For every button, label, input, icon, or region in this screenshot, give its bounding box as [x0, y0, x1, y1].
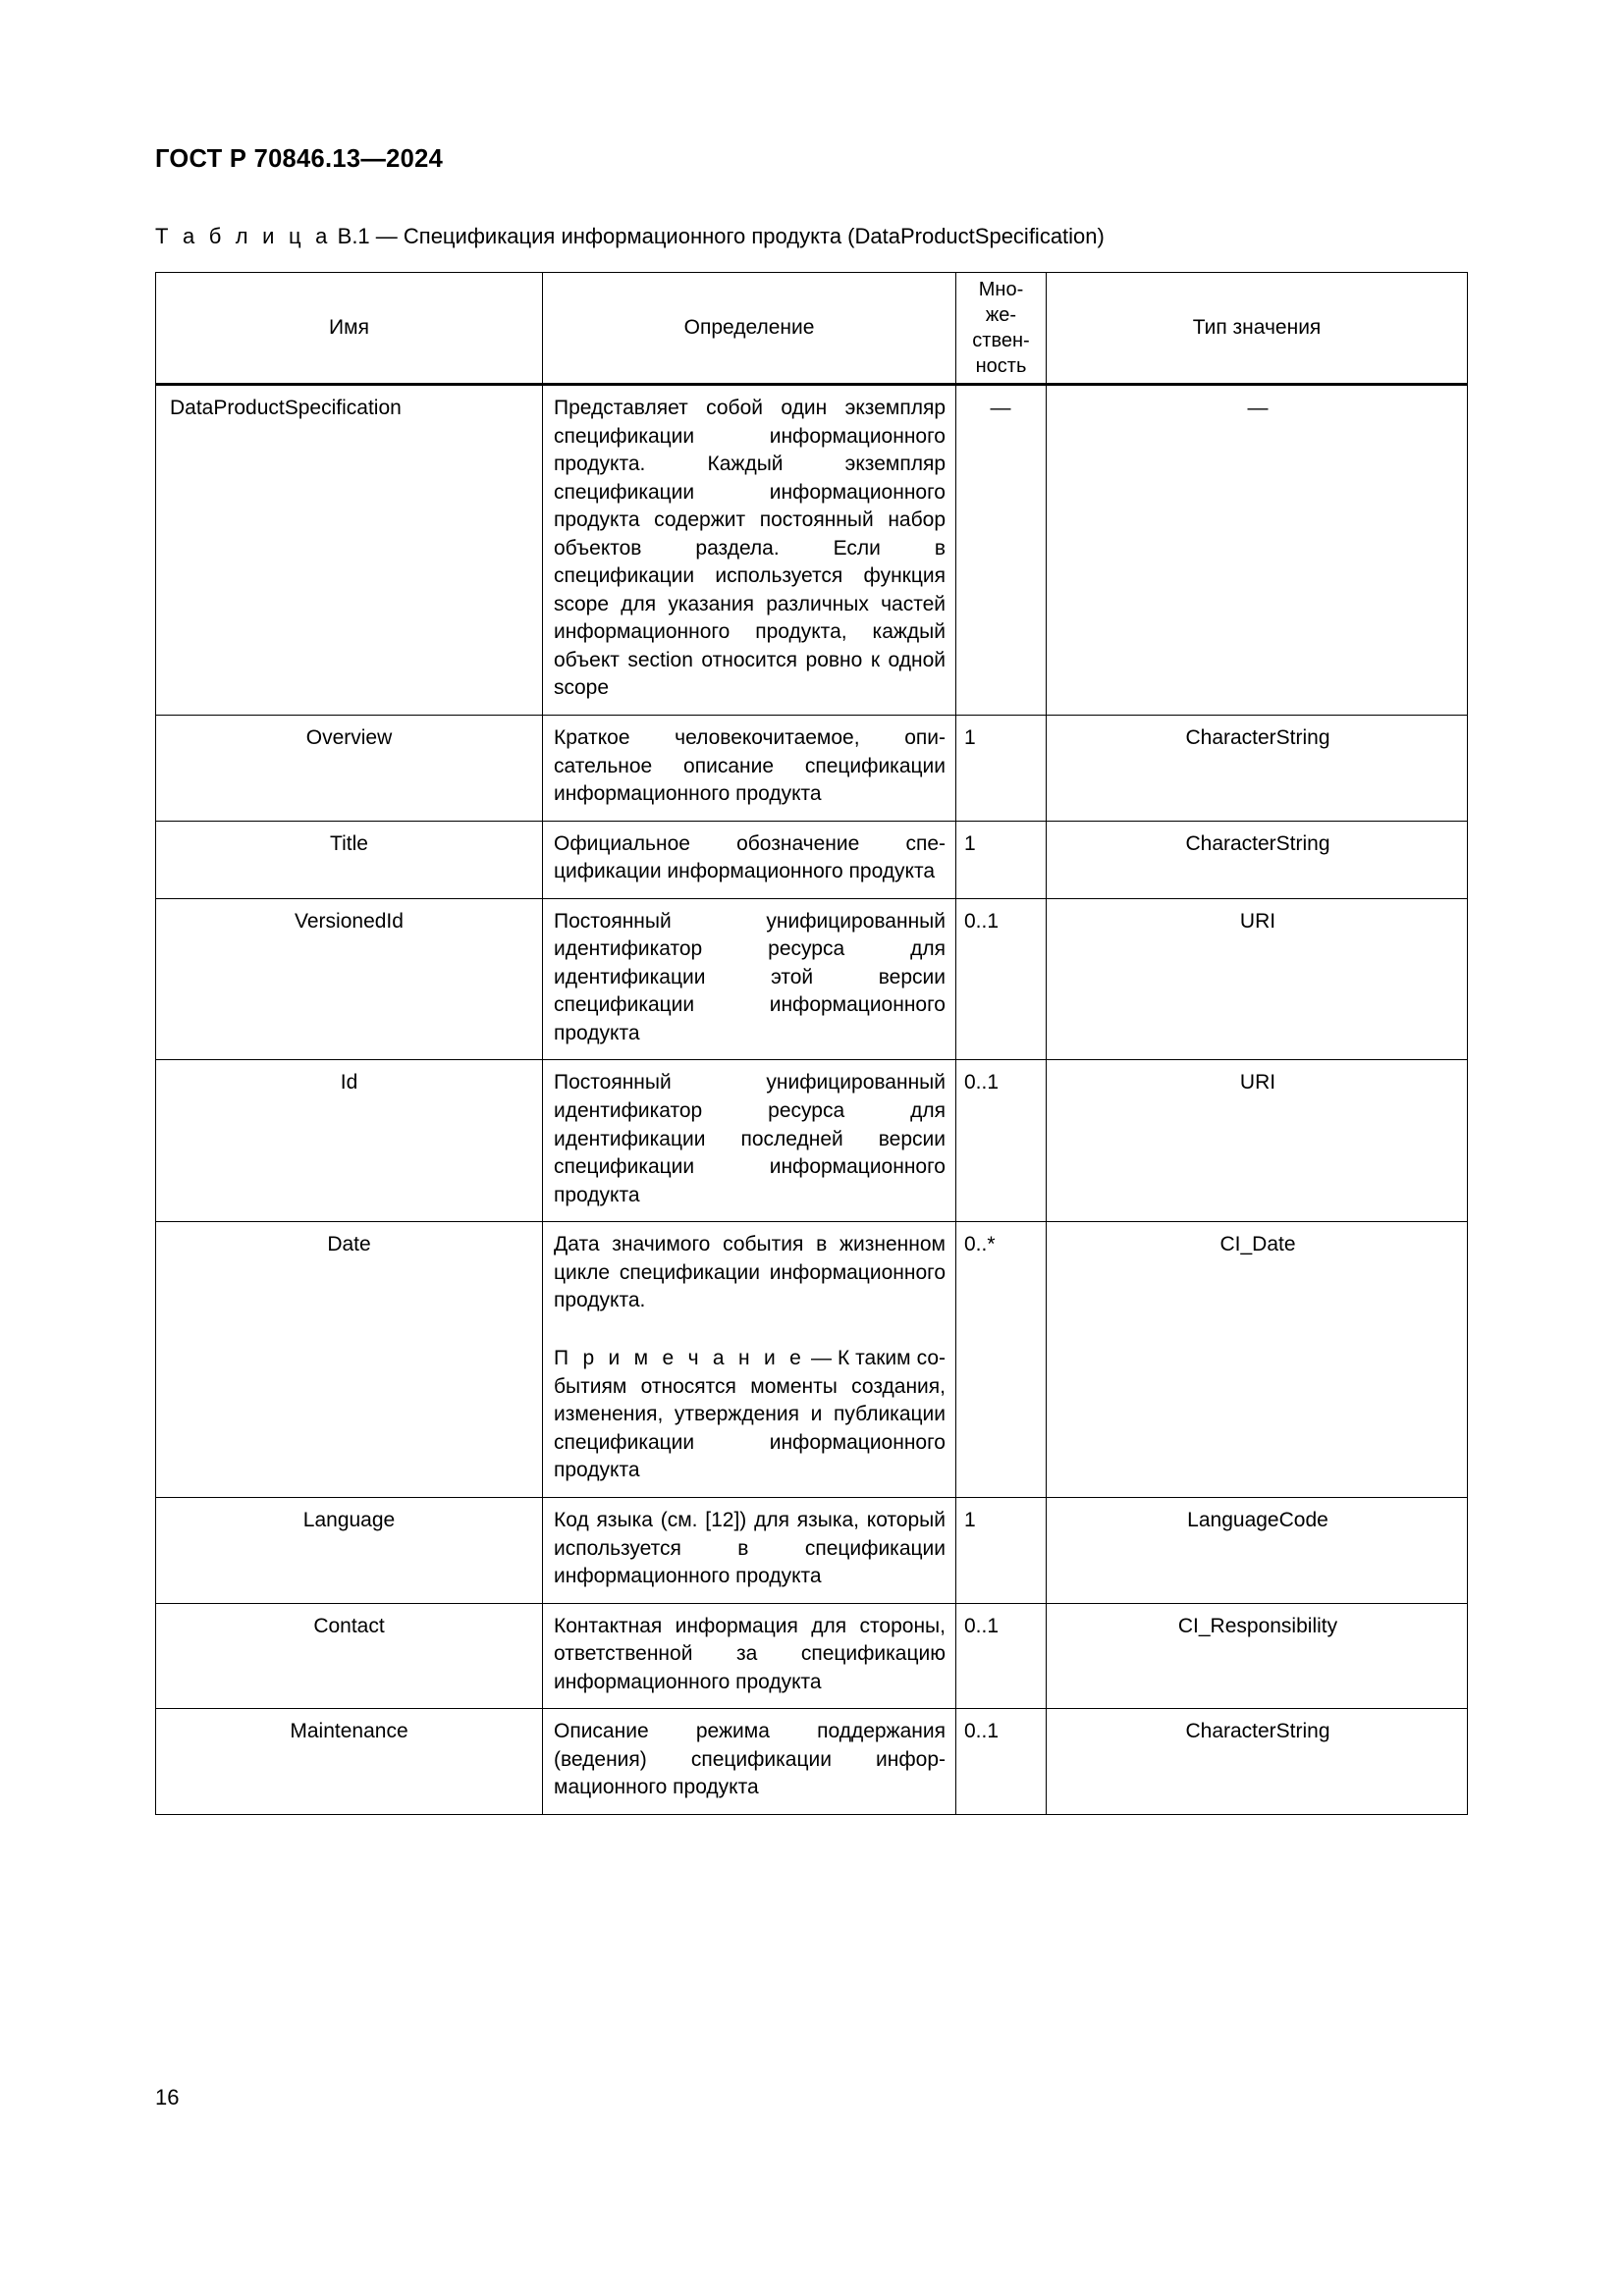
table-row: DataProductSpecification Представляет со… — [155, 382, 1468, 717]
column-header-multiplicity-line-3: ствен- — [972, 330, 1030, 351]
cell-value-type: LanguageCode — [1046, 1497, 1468, 1604]
cell-value-type: — — [1046, 382, 1468, 717]
table-row: Overview Краткое человекочитаемое, опи­с… — [155, 715, 1468, 822]
cell-definition: Дата значимого события в жиз­ненном цикл… — [542, 1221, 956, 1499]
column-header-multiplicity: Мно- же- ствен- ность — [955, 272, 1047, 385]
table-body: DataProductSpecification Представляет со… — [155, 382, 1468, 1815]
cell-name: DataProductSpecification — [155, 382, 543, 717]
cell-multiplicity: 1 — [955, 820, 1047, 899]
definition-text: Код языка (см. [12]) для языка, который … — [554, 1509, 946, 1588]
column-header-multiplicity-line-4: ность — [975, 355, 1027, 377]
cell-multiplicity: 1 — [955, 1497, 1047, 1604]
column-header-definition: Определение — [542, 272, 956, 385]
table-header-row: Имя Определение Мно- же- ствен- ность Ти… — [155, 272, 1468, 385]
page-number: 16 — [155, 2085, 180, 2109]
cell-multiplicity: 0..* — [955, 1221, 1047, 1499]
cell-name: Contact — [155, 1602, 543, 1710]
table-caption-title: В.1 — Спецификация информационного проду… — [337, 224, 1105, 248]
cell-definition: Постоянный унифицированный идентификатор… — [542, 1059, 956, 1223]
cell-value-type: CI_Date — [1046, 1221, 1468, 1499]
column-header-name: Имя — [155, 272, 543, 385]
cell-multiplicity: — — [955, 382, 1047, 717]
cell-name: Language — [155, 1497, 543, 1604]
table-row: Contact Контактная информация для сто­ро… — [155, 1602, 1468, 1710]
cell-definition: Код языка (см. [12]) для языка, который … — [542, 1497, 956, 1604]
cell-multiplicity: 0..1 — [955, 897, 1047, 1061]
data-product-specification-table: Имя Определение Мно- же- ствен- ность Ти… — [155, 272, 1468, 1815]
cell-name: Id — [155, 1059, 543, 1223]
cell-value-type: CharacterString — [1046, 1708, 1468, 1815]
definition-text: Контактная информация для сто­роны, отве… — [554, 1614, 946, 1693]
definition-text: Дата значимого события в жиз­ненном цикл… — [554, 1233, 946, 1312]
multiplicity-value: — — [990, 397, 1011, 419]
table-caption-label: Т а б л и ц а — [155, 224, 332, 248]
definition-text: Представляет собой один эк­земпляр специ… — [554, 397, 946, 700]
cell-definition: Краткое человекочитаемое, опи­сательное … — [542, 715, 956, 822]
definition-note: П р и м е ч а н и е — К таким со­бытиям … — [554, 1345, 946, 1485]
table-row: Maintenance Описание режима поддержания … — [155, 1708, 1468, 1815]
cell-name: Overview — [155, 715, 543, 822]
note-label: П р и м е ч а н и е — [554, 1347, 805, 1370]
cell-definition: Описание режима поддержания (ведения) сп… — [542, 1708, 956, 1815]
cell-name: VersionedId — [155, 897, 543, 1061]
cell-value-type: URI — [1046, 897, 1468, 1061]
running-head: ГОСТ Р 70846.13—2024 — [155, 145, 444, 173]
definition-text: Постоянный унифицированный идентификатор… — [554, 1071, 946, 1206]
cell-name: Title — [155, 820, 543, 899]
definition-text: Постоянный унифицированный идентификатор… — [554, 909, 946, 1044]
column-header-multiplicity-line-1: Мно- — [978, 279, 1024, 300]
table-row: Date Дата значимого события в жиз­ненном… — [155, 1221, 1468, 1499]
note-text: — К таким со­бытиям относятся моменты со… — [554, 1347, 946, 1482]
cell-value-type: CI_Responsibility — [1046, 1602, 1468, 1710]
definition-text: Официальное обозначение спе­цификации ин… — [554, 831, 946, 883]
table-caption: Т а б л и ц а В.1 — Спецификация информа… — [155, 224, 1105, 249]
cell-value-type: CharacterString — [1046, 820, 1468, 899]
table-header: Имя Определение Мно- же- ствен- ность Ти… — [155, 272, 1468, 385]
cell-definition: Представляет собой один эк­земпляр специ… — [542, 382, 956, 717]
cell-name: Date — [155, 1221, 543, 1499]
column-header-multiplicity-line-2: же- — [985, 304, 1017, 326]
cell-value-type: URI — [1046, 1059, 1468, 1223]
column-header-value-type: Тип значения — [1046, 272, 1468, 385]
cell-definition: Официальное обозначение спе­цификации ин… — [542, 820, 956, 899]
table-row: VersionedId Постоянный унифицированный и… — [155, 897, 1468, 1061]
cell-definition: Постоянный унифицированный идентификатор… — [542, 897, 956, 1061]
cell-value-type: CharacterString — [1046, 715, 1468, 822]
cell-name: Maintenance — [155, 1708, 543, 1815]
definition-text: Описание режима поддержания (ведения) сп… — [554, 1720, 946, 1799]
table-row: Title Официальное обозначение спе­цифика… — [155, 820, 1468, 899]
cell-multiplicity: 0..1 — [955, 1602, 1047, 1710]
cell-definition: Контактная информация для сто­роны, отве… — [542, 1602, 956, 1710]
definition-text: Краткое человекочитаемое, опи­сательное … — [554, 726, 946, 806]
table-row: Id Постоянный унифицированный идентифика… — [155, 1059, 1468, 1223]
cell-multiplicity: 0..1 — [955, 1708, 1047, 1815]
cell-multiplicity: 0..1 — [955, 1059, 1047, 1223]
cell-multiplicity: 1 — [955, 715, 1047, 822]
table-row: Language Код языка (см. [12]) для языка,… — [155, 1497, 1468, 1604]
